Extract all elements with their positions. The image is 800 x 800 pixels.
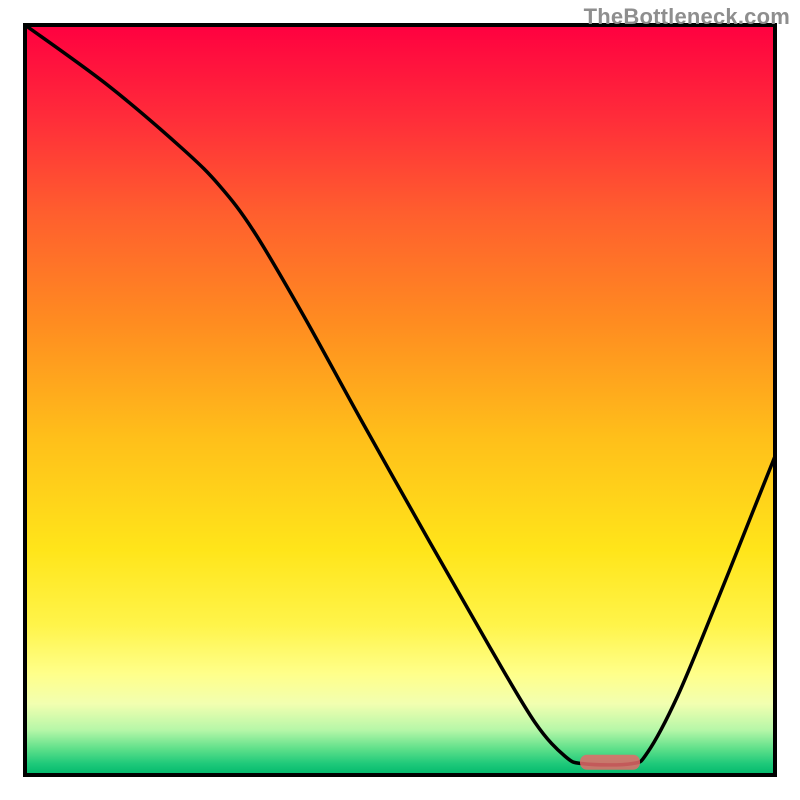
chart-container: { "watermark": { "text": "TheBottleneck.…	[0, 0, 800, 800]
bottleneck-chart	[0, 0, 800, 800]
optimal-marker	[580, 755, 640, 770]
plot-background	[25, 25, 775, 775]
